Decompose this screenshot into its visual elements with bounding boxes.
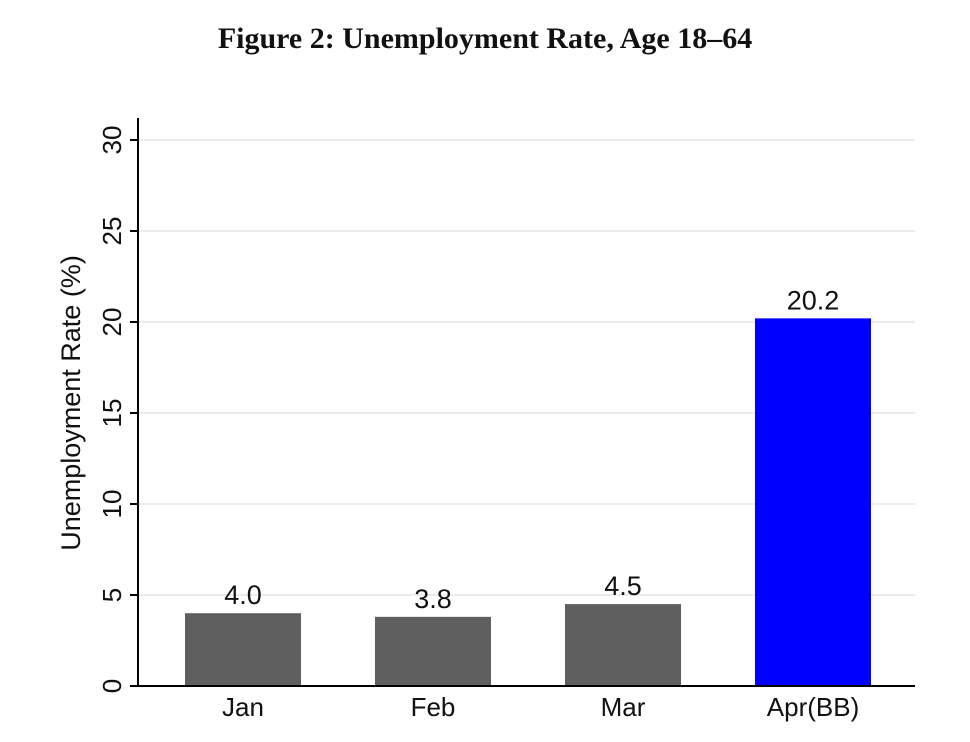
value-labels: 4.0 3.8 4.5 20.2 <box>224 285 839 613</box>
axes <box>137 118 915 687</box>
x-tick-label: Feb <box>411 692 456 722</box>
chart-title: Figure 2: Unemployment Rate, Age 18–64 <box>217 22 753 55</box>
y-tick-label: 30 <box>97 126 127 155</box>
value-label: 3.8 <box>414 584 452 614</box>
x-tick-label: Mar <box>601 692 646 722</box>
x-tick-label: Apr(BB) <box>767 692 859 722</box>
y-tick-label: 10 <box>97 490 127 519</box>
y-tick-label: 0 <box>97 679 127 693</box>
x-tick-label: Jan <box>222 692 264 722</box>
bar-mar <box>565 604 681 686</box>
bar-jan <box>185 613 301 686</box>
value-label: 4.5 <box>604 571 642 601</box>
y-tick-label: 15 <box>97 399 127 428</box>
y-tick-label: 5 <box>97 588 127 602</box>
bar-apr-bb <box>755 318 871 686</box>
value-label: 20.2 <box>787 285 840 315</box>
y-tick-labels: 0 5 10 15 20 25 30 <box>97 126 127 694</box>
x-tick-labels: Jan Feb Mar Apr(BB) <box>222 692 859 722</box>
bars <box>185 318 871 686</box>
bar-feb <box>375 616 491 686</box>
y-tick-label: 20 <box>97 308 127 337</box>
value-label: 4.0 <box>224 580 262 610</box>
y-tick-label: 25 <box>97 217 127 246</box>
y-axis-title: Unemployment Rate (%) <box>56 255 86 551</box>
